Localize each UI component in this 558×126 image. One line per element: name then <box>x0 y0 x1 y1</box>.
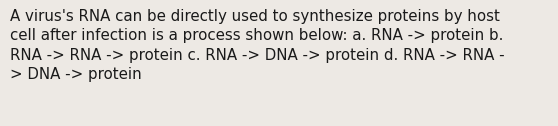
Text: A virus's RNA can be directly used to synthesize proteins by host
cell after inf: A virus's RNA can be directly used to sy… <box>10 9 504 83</box>
